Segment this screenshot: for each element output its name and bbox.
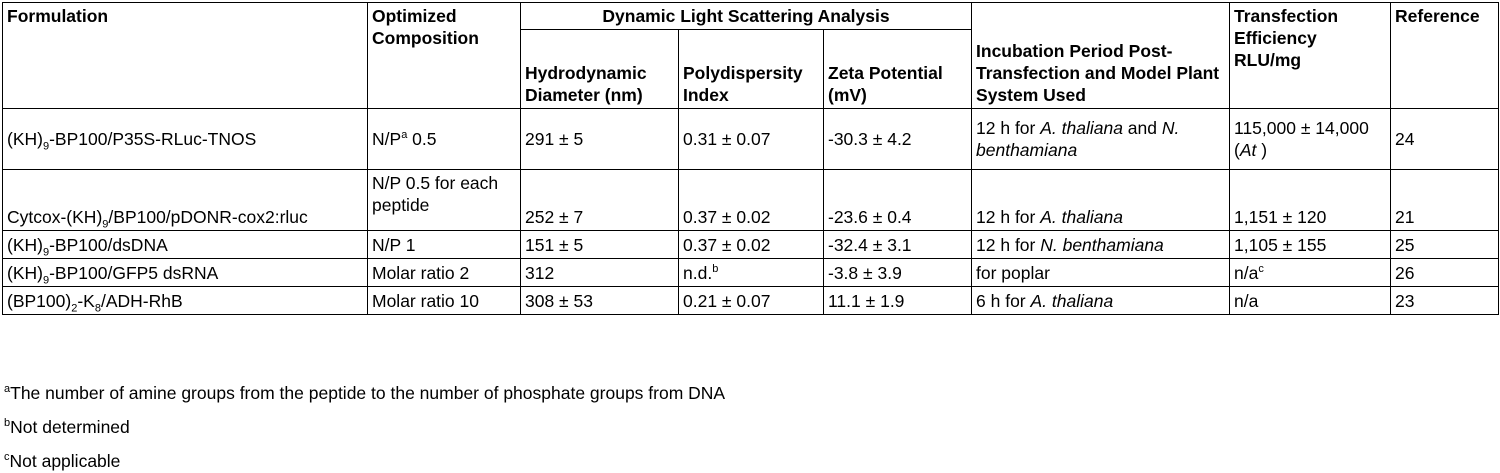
header-composition: Optimized Composition bbox=[367, 2, 521, 109]
header-reference: Reference bbox=[1390, 2, 1500, 109]
cell-composition: Molar ratio 2 bbox=[367, 258, 521, 287]
cell-diameter: 308 ± 53 bbox=[520, 286, 679, 315]
cell-composition: N/P 0.5 for each peptide bbox=[367, 169, 521, 231]
cell-efficiency: n/a bbox=[1229, 286, 1392, 315]
cell-formulation: (BP100)2-K8/ADH-RhB bbox=[2, 286, 368, 315]
footnote-b: bNot determined bbox=[4, 417, 130, 437]
header-pdi: Polydispersity Index bbox=[678, 29, 824, 109]
cell-pdi: 0.31 ± 0.07 bbox=[678, 108, 824, 170]
cell-composition: N/Pa 0.5 bbox=[367, 108, 521, 170]
cell-composition: Molar ratio 10 bbox=[367, 286, 521, 315]
cell-efficiency: n/ac bbox=[1229, 258, 1392, 287]
cell-reference: 25 bbox=[1390, 230, 1500, 259]
header-incubation: Incubation Period Post-Transfection and … bbox=[971, 2, 1231, 109]
cell-diameter: 252 ± 7 bbox=[520, 169, 679, 231]
formulation-table: Formulation Optimized Composition Dynami… bbox=[2, 2, 1500, 315]
header-formulation: Formulation bbox=[2, 2, 368, 109]
cell-composition: N/P 1 bbox=[367, 230, 521, 259]
cell-reference: 23 bbox=[1390, 286, 1500, 315]
cell-pdi: 0.37 ± 0.02 bbox=[678, 169, 824, 231]
cell-diameter: 312 bbox=[520, 258, 679, 287]
header-zeta: Zeta Potential (mV) bbox=[822, 29, 973, 109]
cell-reference: 26 bbox=[1390, 258, 1500, 287]
cell-formulation: Cytcox-(KH)9/BP100/pDONR-cox2:rluc bbox=[2, 169, 368, 231]
header-diameter: Hydrodynamic Diameter (nm) bbox=[520, 29, 679, 109]
cell-diameter: 291 ± 5 bbox=[520, 108, 679, 170]
cell-formulation: (KH)9-BP100/dsDNA bbox=[2, 230, 368, 259]
cell-formulation: (KH)9-BP100/GFP5 dsRNA bbox=[2, 258, 368, 287]
cell-formulation: (KH)9-BP100/P35S-RLuc-TNOS bbox=[2, 108, 368, 170]
cell-incubation: 12 h for A. thaliana bbox=[971, 169, 1231, 231]
table-row: (KH)9-BP100/dsDNA N/P 1 151 ± 5 0.37 ± 0… bbox=[2, 230, 1500, 259]
cell-reference: 24 bbox=[1390, 108, 1500, 170]
footnote-a: aThe number of amine groups from the pep… bbox=[4, 383, 726, 403]
cell-zeta: -32.4 ± 3.1 bbox=[822, 230, 973, 259]
cell-pdi: n.d.b bbox=[678, 258, 824, 287]
footnote-c: cNot applicable bbox=[4, 451, 121, 471]
cell-efficiency: 115,000 ± 14,000 (At ) bbox=[1229, 108, 1392, 170]
cell-reference: 21 bbox=[1390, 169, 1500, 231]
table-row: (BP100)2-K8/ADH-RhB Molar ratio 10 308 ±… bbox=[2, 286, 1500, 315]
header-dls: Dynamic Light Scattering Analysis bbox=[519, 2, 973, 30]
cell-incubation: 12 h for N. benthamiana bbox=[971, 230, 1231, 259]
cell-zeta: -23.6 ± 0.4 bbox=[822, 169, 973, 231]
cell-efficiency: 1,151 ± 120 bbox=[1229, 169, 1392, 231]
cell-zeta: 11.1 ± 1.9 bbox=[822, 286, 973, 315]
cell-pdi: 0.21 ± 0.07 bbox=[678, 286, 824, 315]
cell-efficiency: 1,105 ± 155 bbox=[1229, 230, 1392, 259]
table-row: Cytcox-(KH)9/BP100/pDONR-cox2:rluc N/P 0… bbox=[2, 169, 1500, 231]
table-row: (KH)9-BP100/GFP5 dsRNA Molar ratio 2 312… bbox=[2, 258, 1500, 287]
cell-zeta: -30.3 ± 4.2 bbox=[822, 108, 973, 170]
cell-incubation: for poplar bbox=[971, 258, 1231, 287]
cell-incubation: 6 h for A. thaliana bbox=[971, 286, 1231, 315]
cell-incubation: 12 h for A. thaliana and N. benthamiana bbox=[971, 108, 1231, 170]
table-row: (KH)9-BP100/P35S-RLuc-TNOS N/Pa 0.5 291 … bbox=[2, 108, 1500, 170]
cell-pdi: 0.37 ± 0.02 bbox=[678, 230, 824, 259]
cell-zeta: -3.8 ± 3.9 bbox=[822, 258, 973, 287]
cell-diameter: 151 ± 5 bbox=[520, 230, 679, 259]
header-efficiency: Transfection Efficiency RLU/mg bbox=[1229, 2, 1392, 109]
